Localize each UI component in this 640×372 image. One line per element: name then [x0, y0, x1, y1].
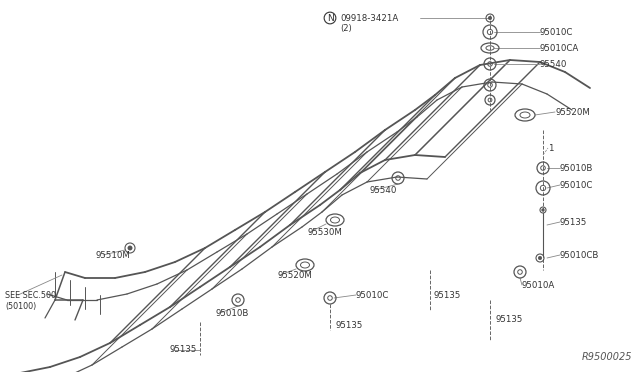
Text: 95135: 95135 [560, 218, 588, 227]
Text: 95135: 95135 [495, 315, 522, 324]
Circle shape [541, 209, 544, 211]
Text: 95010B: 95010B [560, 164, 593, 173]
Text: 95135: 95135 [434, 291, 461, 299]
Circle shape [488, 16, 492, 20]
Text: 95010CB: 95010CB [560, 250, 600, 260]
Text: 95510M: 95510M [96, 250, 131, 260]
Text: R9500025: R9500025 [582, 352, 632, 362]
Text: 95010C: 95010C [356, 291, 389, 299]
Text: 95010B: 95010B [215, 308, 248, 317]
Text: 95010A: 95010A [522, 280, 556, 289]
Text: SEE SEC.500: SEE SEC.500 [5, 291, 56, 299]
Text: 95520M: 95520M [278, 270, 313, 279]
Text: 95540: 95540 [540, 60, 568, 68]
Circle shape [128, 246, 132, 250]
Text: 95135: 95135 [335, 321, 362, 330]
Text: 95010CA: 95010CA [540, 44, 579, 52]
Text: 95520M: 95520M [555, 108, 590, 116]
Text: 95010C: 95010C [560, 180, 593, 189]
Text: (2): (2) [340, 23, 352, 32]
Text: 95530M: 95530M [308, 228, 343, 237]
Circle shape [538, 256, 541, 260]
Text: 95135: 95135 [170, 346, 197, 355]
Text: (50100): (50100) [5, 301, 36, 311]
Text: 1: 1 [548, 144, 554, 153]
Text: N: N [326, 13, 333, 22]
Text: 95010C: 95010C [540, 28, 573, 36]
Text: 95540: 95540 [370, 186, 397, 195]
Text: 09918-3421A: 09918-3421A [340, 13, 398, 22]
